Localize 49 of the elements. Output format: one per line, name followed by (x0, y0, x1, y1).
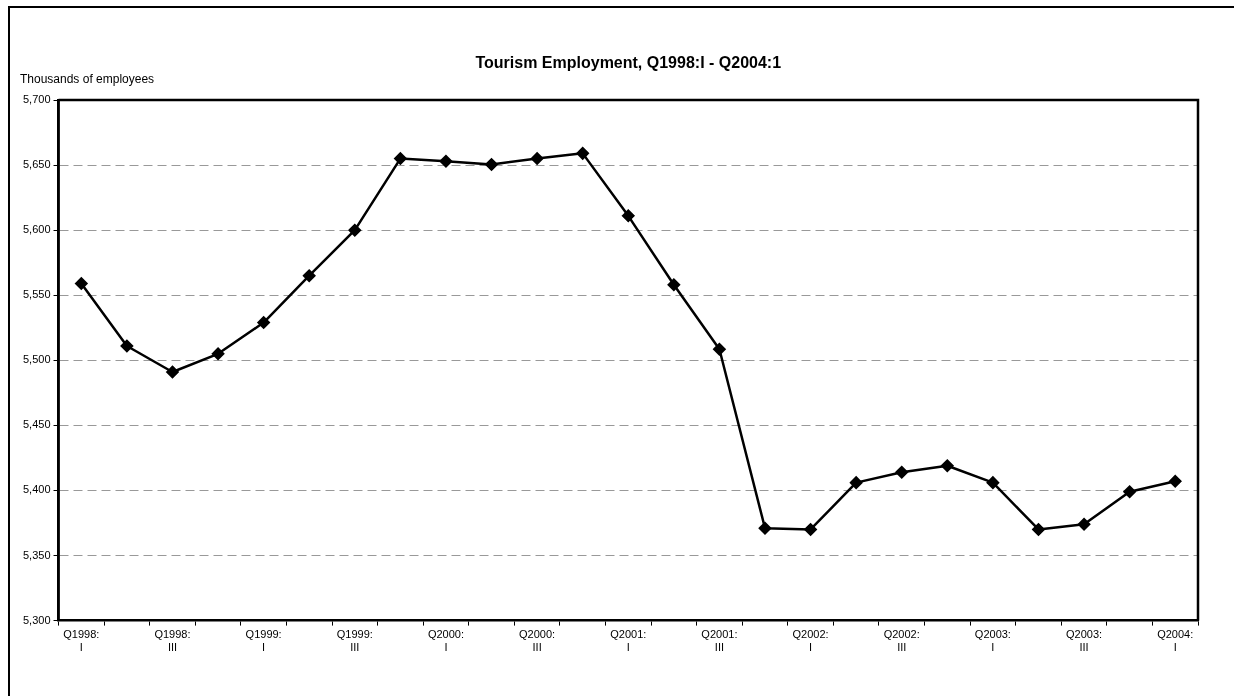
x-tick-label: Q2003: I (974, 628, 1011, 654)
chart-title: Tourism Employment, Q1998:I - Q2004:1 (475, 54, 782, 72)
point (257, 316, 270, 329)
point (1168, 475, 1182, 488)
y-axis-title: Thousands of employees (20, 72, 155, 87)
point (576, 147, 589, 160)
point (394, 152, 407, 165)
y-tick-label: 5,500 (23, 353, 51, 366)
x-tick-label: Q2002: III (883, 628, 920, 654)
y-tick-label: 5,600 (23, 223, 51, 236)
point (1077, 518, 1091, 531)
x-tick-label: Q2001: III (701, 628, 738, 654)
point (667, 278, 681, 292)
point (120, 339, 134, 353)
y-tick-label: 5,450 (23, 418, 51, 431)
point (166, 365, 179, 379)
point (895, 465, 908, 479)
point (302, 269, 316, 282)
point (849, 476, 863, 489)
point (986, 476, 1000, 489)
x-tick-label: Q2000: III (519, 628, 556, 654)
y-tick-label: 5,400 (23, 483, 51, 496)
point (622, 209, 635, 223)
x-tick-label: Q2004: I (1157, 628, 1194, 654)
x-tick-label: Q2003: III (1066, 628, 1103, 654)
point (713, 342, 726, 356)
point (758, 521, 772, 535)
x-tick-label: Q1999: III (336, 628, 373, 654)
x-tick-label: Q2001: I (610, 628, 647, 654)
x-tick-label: Q2000: I (427, 628, 464, 654)
point (804, 523, 817, 536)
y-tick-label: 5,350 (23, 548, 51, 561)
point (530, 152, 544, 165)
y-tick-label: 5,300 (23, 613, 51, 626)
point (348, 223, 362, 237)
x-tick-label: Q1998: III (154, 628, 191, 654)
y-tick-label: 5,700 (23, 93, 51, 106)
y-tick-label: 5,650 (23, 158, 51, 171)
point (1032, 523, 1045, 536)
point (211, 347, 225, 361)
point (941, 459, 954, 472)
point (439, 154, 453, 168)
point (75, 277, 88, 290)
x-tick-label: Q1999: I (245, 628, 282, 654)
x-tick-label: Q1998: I (63, 628, 100, 654)
x-tick-label: Q2002: I (792, 628, 829, 654)
y-tick-label: 5,550 (23, 288, 51, 301)
point (1123, 485, 1136, 498)
point (485, 158, 498, 171)
